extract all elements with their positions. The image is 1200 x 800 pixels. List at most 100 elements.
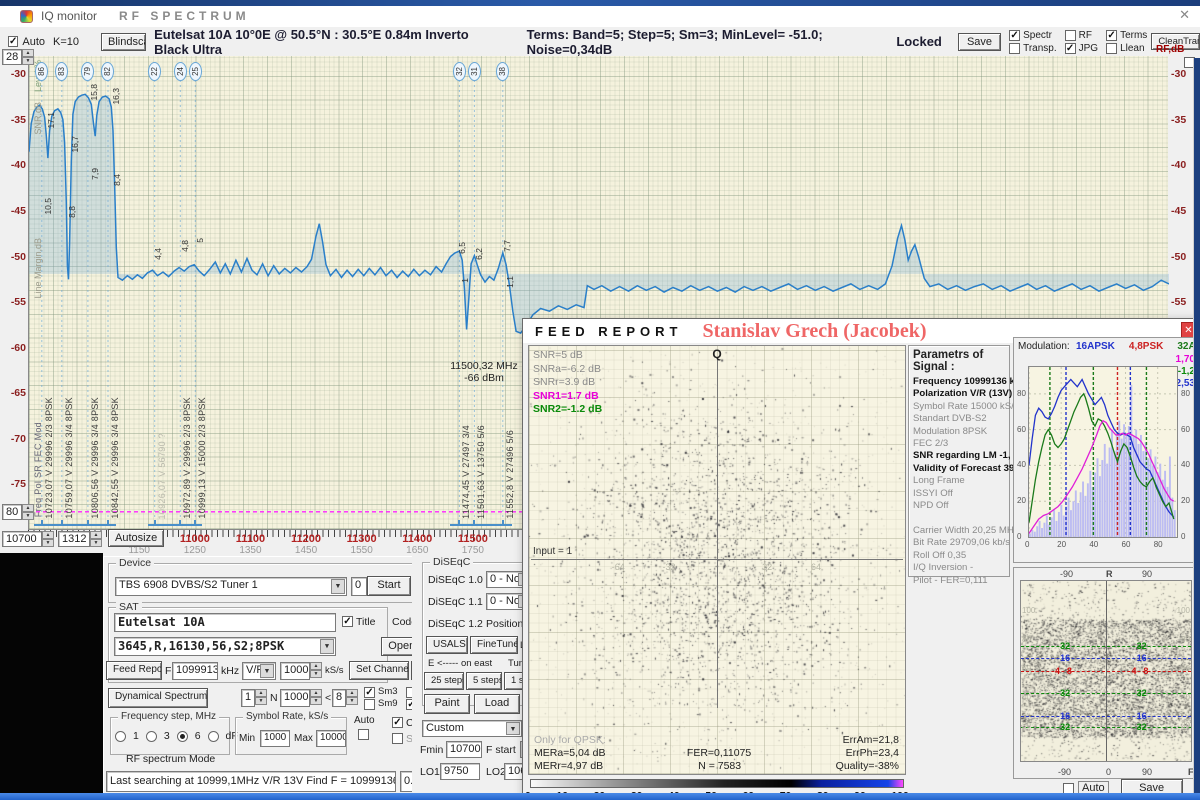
i-axis-tick-label: 64 <box>811 562 821 572</box>
n1-spinner[interactable]: 1▲▼ <box>241 689 267 707</box>
wf-side-label: 100 <box>1177 606 1190 615</box>
level-top-spinner[interactable]: 28▲▼ <box>2 49 34 65</box>
fmin-field[interactable]: 10700 <box>446 741 482 758</box>
set-channel-button[interactable]: Set Channel <box>349 661 409 680</box>
threshold-label: 32 <box>1137 722 1147 732</box>
usals-button[interactable]: USALS <box>426 636 468 654</box>
freq-start-spinner[interactable]: 10700▲▼ <box>2 531 54 547</box>
sm3-checkbox[interactable]: ✓ <box>364 687 375 698</box>
level-bottom-spinner[interactable]: 80▲▼ <box>2 504 34 520</box>
checkbox[interactable]: ✓ <box>1065 43 1076 54</box>
satellite-name-input[interactable]: Eutelsat 10A <box>114 613 336 632</box>
quality-gradient-bar <box>530 779 904 788</box>
tuner-select[interactable]: TBS 6908 DVBS/S2 Tuner 1▼ <box>115 577 347 596</box>
sr-min-field[interactable]: 1000 <box>260 730 290 747</box>
dynamical-spectrum-button[interactable]: Dynamical Spectrum <box>108 688 208 708</box>
hist-xtick: 40 <box>1089 540 1098 549</box>
blindscan-button[interactable]: Blindscan <box>101 33 146 51</box>
signal-param-row: Frequency 10999136 kHz <box>913 376 1005 388</box>
polarization-select[interactable]: V/R▼ <box>242 662 276 680</box>
hist-xtick: 60 <box>1122 540 1131 549</box>
sr-max-field[interactable]: 10000 <box>316 730 346 747</box>
n3-spinner[interactable]: 8▲▼ <box>332 689 358 707</box>
autosize-button[interactable]: Autosize <box>108 529 164 547</box>
app-icon <box>20 10 33 23</box>
close-icon[interactable]: ✕ <box>1179 7 1190 23</box>
points-spinner[interactable]: 1312▲▼ <box>58 531 102 547</box>
sr-auto-label: Auto <box>354 715 375 726</box>
errph-value: ErrPh=23,4 <box>846 747 899 759</box>
sr-auto-checkbox[interactable] <box>358 729 369 740</box>
start-button[interactable]: Start <box>367 576 411 596</box>
toolbar-check-spectr: ✓Spectr <box>1009 29 1057 42</box>
freq-step-radio-6[interactable] <box>177 731 188 742</box>
wf-auto-checkbox[interactable] <box>1063 783 1074 794</box>
paint-button[interactable]: Paint <box>424 694 470 714</box>
clear-loop-checkbox[interactable]: ✓ <box>392 717 403 728</box>
transponder-label: 10842,55 V 29996 3/4 8PSK <box>110 397 120 519</box>
y-axis-label: -55 <box>0 296 26 308</box>
marker-tick <box>87 520 89 526</box>
snr-legend-line: SNRa=-6.2 dB <box>533 363 602 377</box>
peak-annotation: 7,9 <box>90 168 100 180</box>
lnb-preset-select[interactable]: Custom▼ <box>422 720 522 737</box>
frequency-field[interactable]: 10999136 <box>172 662 218 680</box>
sr-spinner[interactable]: 1000▲▼ <box>280 662 322 680</box>
load-button[interactable]: Load <box>474 694 520 714</box>
x-axis-label-main: 11100 <box>230 533 270 545</box>
show-iq-checkbox[interactable] <box>392 733 403 744</box>
sm9-checkbox[interactable] <box>364 699 375 710</box>
marker-tick <box>107 520 109 526</box>
freq-step-radio-dF[interactable] <box>208 731 219 742</box>
threshold-label: 32 <box>1060 641 1070 651</box>
feed-report-button[interactable]: Feed Report <box>106 661 162 680</box>
transponder-select[interactable]: 3645,R,16130,56,S2;8PSK▼ <box>114 637 336 656</box>
east-label: E <----- on east <box>428 658 492 669</box>
sm3-label: Sm3 <box>378 686 398 697</box>
freq-step-radio-1[interactable] <box>115 731 126 742</box>
signal-parameters-panel: Parametrs of Signal : Frequency 10999136… <box>908 345 1010 577</box>
marker-tick <box>473 520 475 526</box>
i-axis-tick-label: -32 <box>662 562 675 572</box>
y-axis-label: -35 <box>0 114 26 126</box>
rf-axis-corner-label: RF,dB <box>1156 44 1184 55</box>
lo1-label: LO1 <box>420 766 440 778</box>
auto-checkbox[interactable]: ✓ <box>8 36 18 47</box>
checkbox[interactable]: ✓ <box>1009 30 1020 41</box>
finetune-button[interactable]: FineTune <box>470 636 518 654</box>
title-checkbox[interactable]: ✓ <box>342 616 353 627</box>
mera-value: MERa=5,04 dB <box>534 747 606 759</box>
n2-spinner[interactable]: 1000▲▼ <box>280 689 322 707</box>
wf-side-label: 40 <box>1022 693 1031 702</box>
checkbox[interactable] <box>1065 30 1076 41</box>
threshold-label: 4 <box>1055 666 1060 676</box>
signal-param-row: SNR regarding LM -1, dB <box>913 450 1005 462</box>
signal-param-row: NPD Off <box>913 500 1005 512</box>
background-console-window[interactable] <box>0 553 103 795</box>
taskbar[interactable] <box>0 793 1200 800</box>
freq-step-radio-3[interactable] <box>146 731 157 742</box>
qpsk-note: Only for QPSK: <box>534 734 606 746</box>
checkbox[interactable]: ✓ <box>1106 30 1117 41</box>
f-label: F <box>165 665 171 677</box>
hist-ytick: 80 <box>1181 389 1190 398</box>
checkbox[interactable] <box>1009 43 1020 54</box>
peak-annotation: 16,3 <box>111 88 121 105</box>
threshold-label: 16 <box>1137 711 1147 721</box>
transponder-column-header: Freq Pol SR FEC Mod <box>33 422 43 517</box>
save-button[interactable]: Save <box>958 33 1001 51</box>
q-axis-line <box>717 360 718 708</box>
signal-param-row: Validity of Forecast 39 % <box>913 463 1005 475</box>
feed-report-window[interactable]: FEED REPORT Stanislav Grech (Jacobek) ✕ … <box>522 318 1200 800</box>
steps5-button[interactable]: 5 steps <box>466 672 502 690</box>
x-axis-label-if: 1750 <box>453 545 493 556</box>
axis-caption: SNR,dB <box>33 102 43 135</box>
x-axis-label-if: 1550 <box>342 545 382 556</box>
mode-label: RF spectrum Mode <box>126 753 215 765</box>
iq-constellation-plot[interactable]: Q Input = 1 -64-323264 SNR=5 dBSNRa=-6.2… <box>528 345 906 775</box>
lo1-field[interactable]: 9750 <box>440 763 480 780</box>
transponder-label: 11501,63 V 13750 5/6 <box>476 425 486 519</box>
checkbox[interactable] <box>1106 43 1117 54</box>
steps25-button[interactable]: 25 steps <box>424 672 464 690</box>
wf-bottom-right: 90 <box>1142 767 1152 777</box>
